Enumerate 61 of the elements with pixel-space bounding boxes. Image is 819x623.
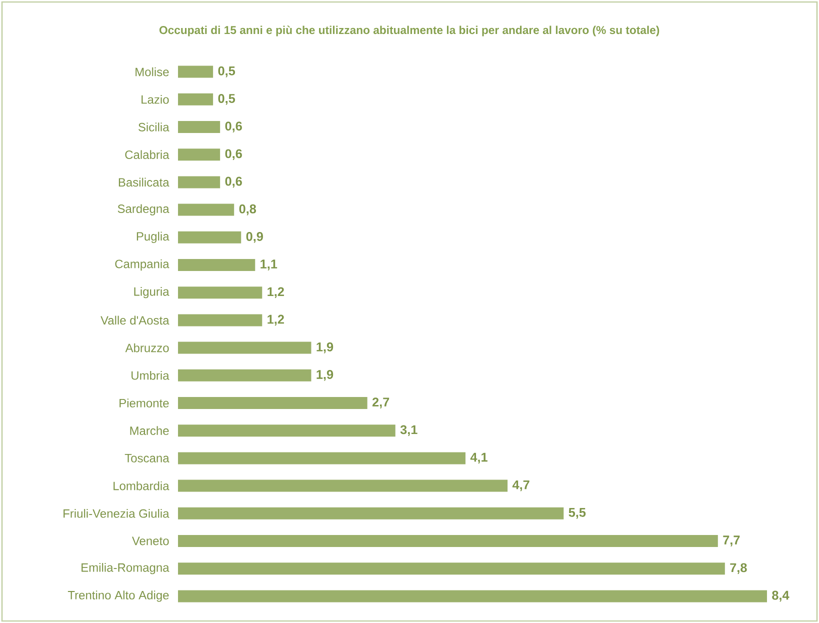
data-label: 7,7 (723, 536, 740, 546)
bar (178, 369, 312, 382)
data-label: 0,5 (218, 94, 236, 105)
y-tick-label: Trentino Alto Adige (68, 590, 169, 602)
y-tick-label: Molise (136, 67, 169, 76)
y-tick-label: Calabria (125, 150, 170, 160)
data-label: 1,2 (268, 287, 284, 298)
data-label: 1,1 (260, 260, 278, 270)
bar (178, 534, 718, 547)
bar (178, 424, 396, 437)
bar (178, 258, 256, 271)
chart-title: Occupati di 15 anni e più che utilizzano abitualmente la bici per andare al lavoro (% su totale) (159, 26, 660, 36)
data-label: 0,5 (218, 66, 236, 78)
y-tick-label: Emilia-Romagna (82, 562, 170, 574)
bar (178, 231, 242, 244)
y-tick-label: Puglia (136, 232, 170, 243)
bar (178, 148, 220, 161)
y-tick-label: Lombardia (114, 481, 170, 490)
y-tick-label: Basilicata (118, 178, 170, 187)
data-label: 5,5 (568, 508, 586, 519)
bar (178, 562, 725, 575)
data-label: 0,9 (246, 232, 263, 243)
bar (178, 204, 234, 216)
data-label: 1,9 (316, 370, 334, 381)
bar (178, 452, 466, 464)
data-label: 4,1 (470, 452, 488, 464)
y-tick-label: Lazio (142, 94, 169, 104)
y-tick-label: Campania (115, 259, 170, 271)
data-label: 0,8 (239, 204, 256, 216)
y-tick-label: Marche (130, 426, 169, 436)
data-label: 3,1 (400, 425, 418, 436)
data-label: 0,6 (225, 149, 242, 160)
bar (178, 66, 214, 78)
data-label: 0,6 (225, 176, 242, 188)
bar (178, 342, 312, 354)
y-tick-label: Abruzzo (125, 343, 169, 352)
bar (178, 120, 220, 133)
bar (178, 93, 214, 106)
bar (178, 507, 564, 520)
bar (178, 590, 767, 602)
y-tick-label: Valle d'Aosta (100, 316, 170, 325)
y-tick-label: Friuli-Venezia Giulia (64, 508, 170, 518)
y-tick-label: Sardegna (118, 204, 170, 216)
bar (178, 314, 262, 326)
bar (178, 286, 262, 299)
bar (178, 176, 220, 188)
data-label: 2,7 (372, 398, 390, 408)
bar (178, 396, 368, 409)
y-tick-label: Umbria (132, 370, 170, 380)
y-tick-label: Liguria (134, 286, 170, 298)
bar (178, 480, 508, 492)
y-tick-label: Veneto (132, 536, 169, 546)
data-label: 0,6 (225, 122, 242, 132)
y-tick-label: Piemonte (120, 398, 169, 408)
y-tick-label: Toscana (124, 454, 170, 462)
data-label: 7,8 (730, 563, 747, 574)
data-label: 1,9 (316, 342, 334, 354)
data-label: 1,2 (268, 314, 284, 326)
data-label: 8,4 (772, 590, 790, 602)
data-label: 4,7 (512, 480, 530, 492)
y-tick-label: Sicilia (138, 122, 170, 132)
